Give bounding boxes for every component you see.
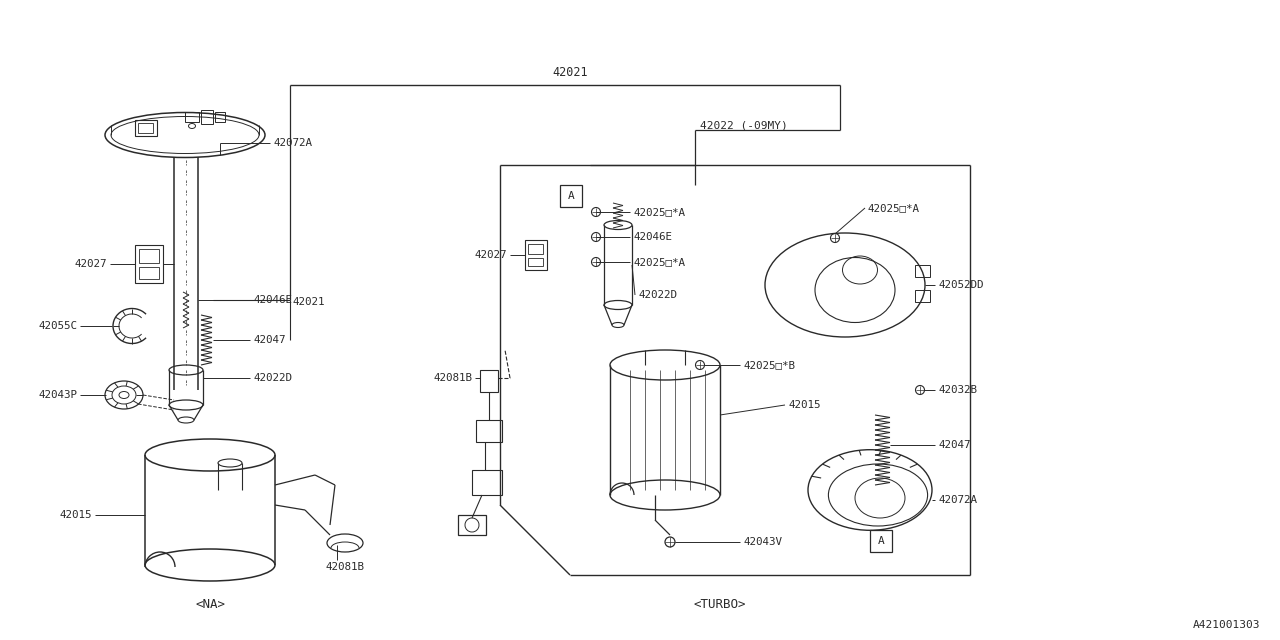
Text: 42025□*B: 42025□*B — [742, 360, 795, 370]
Text: 42022D: 42022D — [637, 290, 677, 300]
Text: 42025□*A: 42025□*A — [867, 203, 919, 213]
Text: 42027: 42027 — [74, 259, 108, 269]
Text: 42055C: 42055C — [38, 321, 77, 331]
Text: 42047: 42047 — [253, 335, 285, 345]
Bar — [140, 249, 159, 263]
Text: 42052DD: 42052DD — [938, 280, 983, 290]
Text: 42021: 42021 — [292, 297, 325, 307]
Bar — [561, 185, 582, 207]
Text: A: A — [567, 191, 575, 201]
Bar — [138, 123, 154, 133]
Text: 42027: 42027 — [475, 250, 507, 260]
Bar — [915, 265, 931, 277]
Bar — [529, 244, 543, 254]
Text: 42032B: 42032B — [938, 385, 977, 395]
Text: <TURBO>: <TURBO> — [694, 598, 746, 611]
Bar — [140, 267, 159, 279]
Text: 42025□*A: 42025□*A — [634, 207, 685, 217]
Text: 42022D: 42022D — [253, 373, 292, 383]
Text: 42015: 42015 — [788, 400, 820, 410]
Text: 42046E: 42046E — [253, 295, 292, 305]
Text: 42072A: 42072A — [938, 495, 977, 505]
Bar — [186, 112, 198, 122]
Text: 42043V: 42043V — [742, 537, 782, 547]
Text: 42081B: 42081B — [325, 562, 364, 572]
Text: 42046E: 42046E — [634, 232, 672, 242]
Bar — [215, 112, 225, 122]
Bar — [480, 370, 498, 392]
Bar — [458, 515, 486, 535]
Text: A421001303: A421001303 — [1193, 620, 1260, 630]
Bar — [476, 420, 502, 442]
Text: 42043P: 42043P — [38, 390, 77, 400]
Text: A: A — [878, 536, 884, 546]
Text: 42047: 42047 — [938, 440, 970, 450]
Bar — [472, 470, 502, 495]
Bar — [134, 120, 157, 136]
Text: 42081B: 42081B — [433, 373, 472, 383]
Text: 42021: 42021 — [552, 65, 588, 79]
Bar — [915, 290, 931, 302]
Text: 42022 (-09MY): 42022 (-09MY) — [700, 120, 787, 130]
Text: 42072A: 42072A — [273, 138, 312, 148]
Text: <NA>: <NA> — [195, 598, 225, 611]
Bar — [201, 110, 212, 124]
Text: 42025□*A: 42025□*A — [634, 257, 685, 267]
Text: 42015: 42015 — [59, 510, 92, 520]
Bar — [870, 530, 892, 552]
Bar — [134, 245, 163, 283]
Bar — [529, 258, 543, 266]
Bar — [525, 240, 547, 270]
